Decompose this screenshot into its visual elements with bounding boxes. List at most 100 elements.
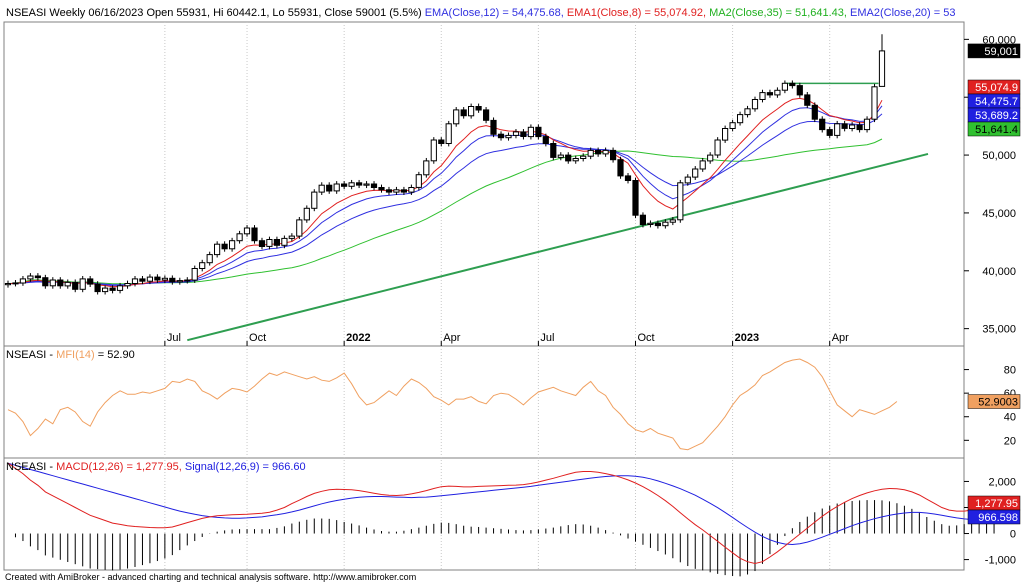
price-candles bbox=[4, 34, 886, 295]
candle-down bbox=[139, 278, 146, 282]
candle-up bbox=[19, 278, 26, 284]
candle-down bbox=[42, 277, 49, 287]
price-tick-label: 45,000 bbox=[982, 208, 1016, 220]
candle-up bbox=[281, 237, 288, 246]
candle-down bbox=[632, 180, 639, 216]
price-pane-border bbox=[3, 21, 965, 347]
candle-up bbox=[587, 149, 594, 157]
date-label: Oct bbox=[637, 332, 654, 344]
macd-badge-text: 1,277.95 bbox=[975, 498, 1018, 510]
candle-up bbox=[781, 82, 788, 91]
candle-up bbox=[296, 219, 303, 237]
macd-header-symbol: NSEASI bbox=[6, 461, 46, 473]
date-label: Jul bbox=[540, 332, 554, 344]
candle-up bbox=[318, 184, 325, 193]
mfi-badge-box bbox=[967, 394, 1021, 409]
candle-up bbox=[229, 240, 236, 250]
candle-down bbox=[370, 183, 378, 188]
ema8-line bbox=[7, 97, 883, 288]
candle-up bbox=[415, 174, 422, 188]
candle-up bbox=[236, 233, 243, 242]
ma35-badge: 51,641.4 bbox=[967, 121, 1021, 137]
candle-up bbox=[834, 123, 841, 136]
candle-up bbox=[116, 285, 124, 291]
candle-up bbox=[191, 268, 198, 281]
candle-down bbox=[550, 143, 557, 158]
mfi-line bbox=[7, 358, 898, 451]
candle-down bbox=[341, 183, 348, 187]
candle-down bbox=[385, 189, 393, 193]
date-label: Oct bbox=[249, 332, 266, 344]
macd-header-macd: MACD(12,26) = 1,277.95, bbox=[56, 461, 182, 473]
mfi-header-label: MFI(14) bbox=[56, 349, 95, 361]
candle-down bbox=[34, 275, 41, 279]
candle-up bbox=[445, 123, 452, 145]
candle-down bbox=[356, 182, 363, 186]
candle-up bbox=[288, 235, 295, 239]
price-header-ema12: EMA(Close,12) = 54,475.68, bbox=[425, 7, 564, 19]
candle-down bbox=[796, 85, 803, 96]
candle-up bbox=[512, 131, 520, 136]
candle-up bbox=[214, 243, 221, 256]
price-header-ema20: EMA2(Close,20) = 53 bbox=[850, 7, 955, 19]
candle-down bbox=[87, 278, 94, 285]
candle-up bbox=[602, 149, 609, 155]
candle-up bbox=[849, 124, 856, 129]
mfi-tick-label: 80 bbox=[1004, 365, 1016, 377]
signal-badge-text: 966.598 bbox=[978, 512, 1018, 524]
candle-down bbox=[475, 106, 482, 111]
mfi-badge-text: 52.9003 bbox=[978, 397, 1018, 409]
candle-down bbox=[565, 154, 572, 162]
candle-down bbox=[639, 214, 646, 225]
candle-up bbox=[878, 50, 886, 87]
candle-up bbox=[423, 160, 430, 176]
candle-up bbox=[699, 160, 706, 170]
candle-down bbox=[483, 109, 490, 121]
macd-header: NSEASI - MACD(12,26) = 1,277.95, Signal(… bbox=[6, 461, 306, 473]
candle-down bbox=[378, 187, 385, 191]
candle-up bbox=[774, 89, 781, 96]
candle-up bbox=[580, 155, 587, 159]
candle-up bbox=[863, 118, 871, 131]
candle-down bbox=[654, 222, 661, 227]
macd-badge: 1,277.95 bbox=[967, 495, 1021, 511]
candle-up bbox=[348, 182, 355, 187]
signal-line bbox=[7, 462, 1010, 546]
candle-up bbox=[871, 86, 878, 120]
candle-down bbox=[766, 92, 773, 96]
candle-up bbox=[751, 99, 759, 110]
date-label: Apr bbox=[832, 332, 849, 344]
candle-up bbox=[79, 278, 86, 290]
ema8-badge: 55,074.9 bbox=[967, 79, 1021, 95]
price-header-ma35: MA2(Close,35) = 51,641.43, bbox=[709, 7, 847, 19]
footer-credit: Created with AmiBroker - advanced charti… bbox=[5, 572, 417, 582]
candle-down bbox=[460, 109, 467, 117]
candle-up bbox=[505, 134, 512, 139]
date-label: 2022 bbox=[346, 332, 370, 344]
macd-header-signal: Signal(12,26,9) = 966.60 bbox=[185, 461, 306, 473]
candle-up bbox=[176, 280, 183, 283]
ema12-badge-text: 54,475.7 bbox=[975, 96, 1018, 108]
date-label: Apr bbox=[443, 332, 460, 344]
macd-pane-border bbox=[3, 457, 965, 571]
candle-up bbox=[333, 183, 340, 192]
candle-up bbox=[4, 283, 12, 286]
indicator-lines bbox=[7, 82, 929, 342]
price-tick-label: 50,000 bbox=[982, 150, 1016, 162]
candle-up bbox=[49, 279, 56, 287]
candle-up bbox=[714, 139, 721, 156]
candle-up bbox=[669, 219, 676, 223]
candle-up bbox=[744, 108, 751, 116]
price-header-ema8: EMA1(Close,8) = 55,074.92, bbox=[567, 7, 706, 19]
candle-down bbox=[72, 281, 79, 290]
price-header-symbol: NSEASI bbox=[6, 7, 46, 19]
candle-up bbox=[453, 109, 460, 125]
candle-down bbox=[221, 243, 228, 250]
candle-down bbox=[438, 139, 445, 144]
candle-down bbox=[826, 129, 833, 136]
candle-down bbox=[789, 82, 796, 87]
macd-line bbox=[7, 462, 995, 565]
candle-up bbox=[759, 92, 766, 100]
